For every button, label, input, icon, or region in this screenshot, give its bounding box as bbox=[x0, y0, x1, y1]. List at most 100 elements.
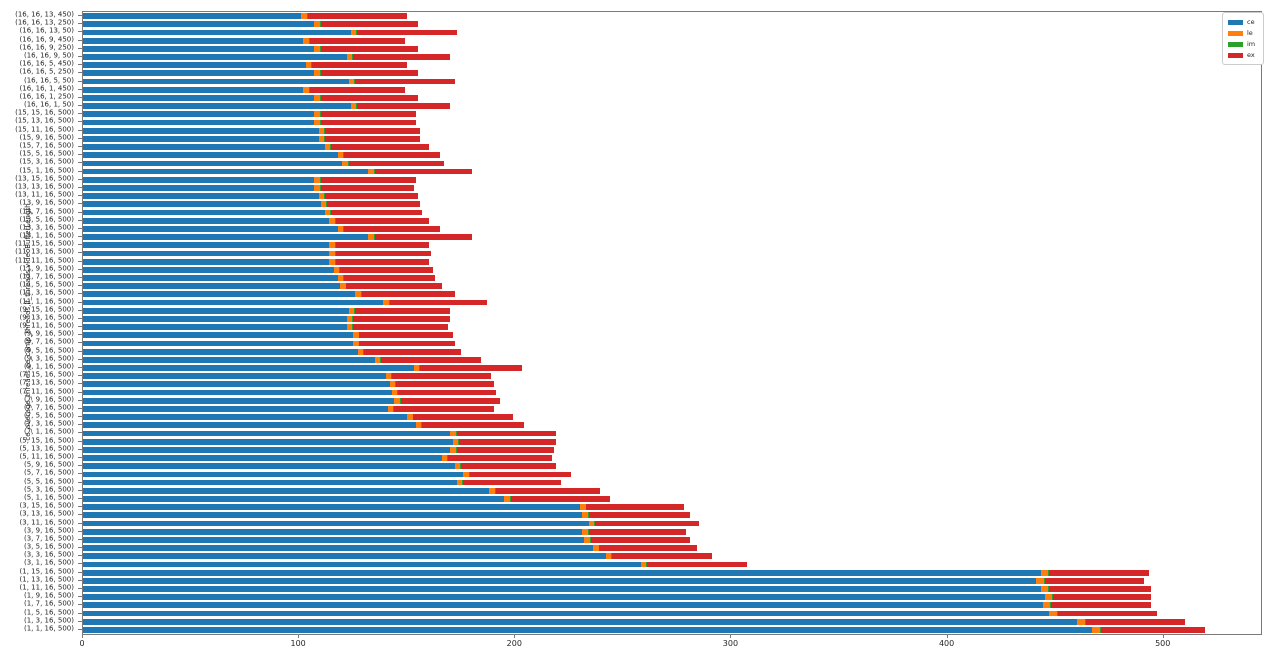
bar-segment-le bbox=[387, 406, 394, 412]
bar-segment-ex bbox=[352, 54, 451, 60]
y-tick-mark bbox=[78, 121, 82, 123]
bar-segment-le bbox=[450, 446, 456, 453]
bar-segment-ce bbox=[83, 471, 464, 478]
bar-row bbox=[83, 561, 747, 568]
y-tick-label: (16, 16, 5, 450) bbox=[19, 59, 74, 68]
bar-segment-le bbox=[582, 512, 588, 519]
y-tick-label: (9, 7, 16, 500) bbox=[24, 337, 74, 346]
bar-row bbox=[83, 160, 444, 167]
bar-segment-ex bbox=[422, 422, 524, 429]
y-tick-label: (1, 5, 16, 500) bbox=[24, 608, 74, 617]
bar-segment-le bbox=[456, 479, 463, 486]
y-tick-label: (7, 1, 16, 500) bbox=[24, 427, 74, 436]
bar-segment-im bbox=[598, 545, 600, 551]
y-tick-mark bbox=[78, 154, 82, 156]
bar-row bbox=[83, 536, 691, 543]
x-tick-label: 100 bbox=[290, 639, 306, 648]
y-tick-label: (1, 7, 16, 500) bbox=[24, 599, 74, 608]
y-tick-label: (3, 7, 16, 500) bbox=[24, 534, 74, 543]
bar-segment-le bbox=[340, 283, 346, 290]
legend: ce le im ex bbox=[1222, 12, 1264, 65]
y-tick-label: (13, 15, 16, 500) bbox=[15, 174, 74, 183]
bar-segment-ex bbox=[324, 127, 421, 134]
bar-segment-ex bbox=[309, 37, 406, 44]
bar-segment-im bbox=[362, 348, 364, 355]
bar-row bbox=[83, 45, 418, 52]
y-tick-label: (15, 11, 16, 500) bbox=[15, 125, 74, 134]
y-tick-label: (5, 15, 16, 500) bbox=[19, 436, 74, 445]
bar-segment-im bbox=[421, 422, 423, 429]
legend-entry: le bbox=[1228, 28, 1259, 38]
legend-label: ce bbox=[1247, 17, 1255, 26]
bar-segment-le bbox=[504, 496, 510, 502]
bar-segment-le bbox=[606, 553, 612, 560]
bar-row bbox=[83, 496, 611, 502]
bar-segment-ex bbox=[469, 471, 572, 478]
bar-segment-ex bbox=[324, 193, 418, 200]
y-tick-mark bbox=[78, 334, 82, 336]
bar-segment-le bbox=[342, 160, 348, 167]
bar-segment-ce bbox=[83, 234, 369, 240]
bar-segment-le bbox=[357, 348, 363, 355]
y-tick-label: (15, 9, 16, 500) bbox=[19, 133, 74, 142]
y-tick-label: (11, 7, 16, 500) bbox=[19, 272, 74, 281]
y-tick-label: (5, 3, 16, 500) bbox=[24, 485, 74, 494]
bar-row bbox=[83, 332, 453, 339]
bar-segment-ex bbox=[1057, 610, 1158, 617]
bar-segment-ce bbox=[83, 365, 414, 371]
bar-segment-im bbox=[323, 135, 325, 142]
bar-segment-ex bbox=[320, 185, 414, 191]
y-tick-label: (5, 11, 16, 500) bbox=[19, 452, 74, 461]
y-tick-label: (7, 11, 16, 500) bbox=[19, 387, 74, 396]
bar-segment-ex bbox=[1085, 618, 1186, 625]
y-tick-label: (15, 5, 16, 500) bbox=[19, 149, 74, 158]
bar-segment-ex bbox=[381, 356, 481, 363]
bar-row bbox=[83, 13, 408, 19]
y-tick-label: (5, 9, 16, 500) bbox=[24, 460, 74, 469]
bar-segment-im bbox=[460, 463, 462, 470]
bar-segment-ex bbox=[348, 160, 444, 167]
bar-segment-ex bbox=[495, 487, 600, 494]
bar-segment-ex bbox=[391, 373, 492, 380]
y-tick-mark bbox=[78, 391, 82, 393]
y-tick-label: (1, 15, 16, 500) bbox=[19, 567, 74, 576]
bar-segment-ce bbox=[83, 209, 326, 216]
bar-segment-im bbox=[334, 242, 336, 249]
y-tick-mark bbox=[78, 39, 82, 41]
y-tick-label: (11, 15, 16, 500) bbox=[15, 239, 74, 248]
bar-row bbox=[83, 144, 429, 150]
bar-segment-ce bbox=[83, 463, 455, 470]
bar-segment-ce bbox=[83, 348, 358, 355]
bar-segment-le bbox=[338, 152, 344, 159]
y-tick-mark bbox=[78, 530, 82, 532]
bar-segment-ex bbox=[456, 446, 555, 453]
bar-segment-le bbox=[407, 414, 413, 421]
bar-segment-ex bbox=[1100, 627, 1205, 633]
y-tick-label: (16, 16, 5, 50) bbox=[24, 76, 74, 85]
y-tick-mark bbox=[78, 596, 82, 598]
bar-segment-ex bbox=[320, 111, 416, 118]
bar-segment-ex bbox=[396, 381, 494, 388]
x-tick-label: 400 bbox=[938, 639, 955, 648]
bar-row bbox=[83, 316, 451, 322]
bar-segment-ce bbox=[83, 201, 321, 208]
bar-segment-im bbox=[347, 160, 349, 167]
bar-row bbox=[83, 168, 473, 175]
bar-segment-le bbox=[389, 381, 396, 388]
bar-segment-ex bbox=[335, 242, 429, 249]
bar-segment-im bbox=[352, 54, 353, 60]
y-tick-label: (13, 3, 16, 500) bbox=[19, 223, 74, 232]
bar-segment-im bbox=[1048, 569, 1049, 576]
legend-label: im bbox=[1247, 39, 1256, 48]
bar-row bbox=[83, 54, 451, 60]
y-tick-label: (5, 5, 16, 500) bbox=[24, 477, 74, 486]
bar-segment-im bbox=[308, 86, 310, 93]
bar-segment-ex bbox=[448, 455, 553, 461]
bar-segment-le bbox=[1049, 610, 1057, 617]
bar-segment-le bbox=[314, 45, 320, 52]
legend-entry: ce bbox=[1228, 17, 1259, 27]
bar-segment-le bbox=[314, 95, 320, 101]
bar-row bbox=[83, 29, 457, 36]
y-tick-label: (5, 7, 16, 500) bbox=[24, 468, 74, 477]
y-tick-mark bbox=[78, 465, 82, 467]
